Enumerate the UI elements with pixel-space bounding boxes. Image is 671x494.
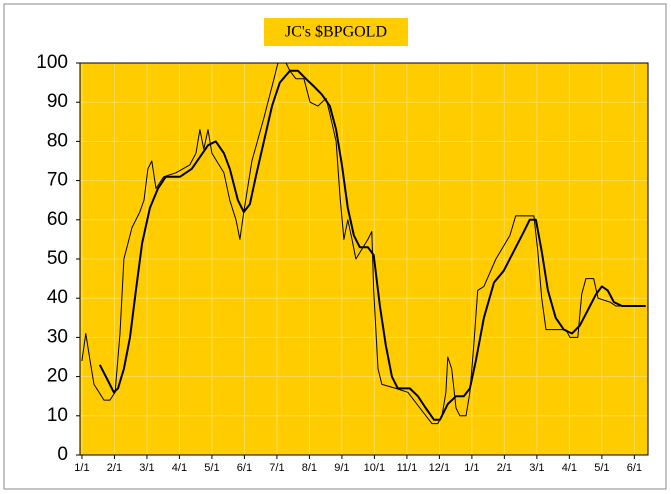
title-box [264,18,408,46]
plot-border [79,62,649,456]
x-tick-label: 12/1 [429,462,450,474]
x-tick-label: 6/1 [237,462,252,474]
y-tick-label: 0 [57,444,68,465]
x-tick-label: 8/1 [302,462,317,474]
chart-title: JC's $BPGOLD [285,24,387,41]
x-tick-label: 5/1 [594,462,609,474]
y-tick-label: 60 [47,209,68,230]
x-tick-label: 1/1 [74,462,89,474]
x-tick-label: 4/1 [172,462,187,474]
y-tick-label: 30 [47,326,68,347]
x-tick-label: 4/1 [562,462,577,474]
y-tick-label: 50 [47,248,68,269]
y-tick-label: 100 [36,52,68,73]
x-tick-label: 9/1 [334,462,349,474]
series-line [98,69,646,421]
y-tick-label: 90 [47,91,68,112]
x-tick-label: 10/1 [364,462,385,474]
y-tick-label: 80 [47,130,68,151]
x-tick-label: 2/1 [497,462,512,474]
y-tick-label: 20 [47,366,68,387]
x-tick-label: 3/1 [529,462,544,474]
x-tick-label: 5/1 [204,462,219,474]
y-tick-label: 40 [47,287,68,308]
x-tick-label: 7/1 [269,462,284,474]
y-tick-label: 10 [47,405,68,426]
x-tick-label: 2/1 [107,462,122,474]
x-tick-label: 11/1 [397,462,418,474]
series-line [81,62,646,425]
x-tick-label: 1/1 [464,462,479,474]
y-tick-label: 70 [47,170,68,191]
x-tick-label: 6/1 [627,462,642,474]
x-tick-label: 3/1 [139,462,154,474]
